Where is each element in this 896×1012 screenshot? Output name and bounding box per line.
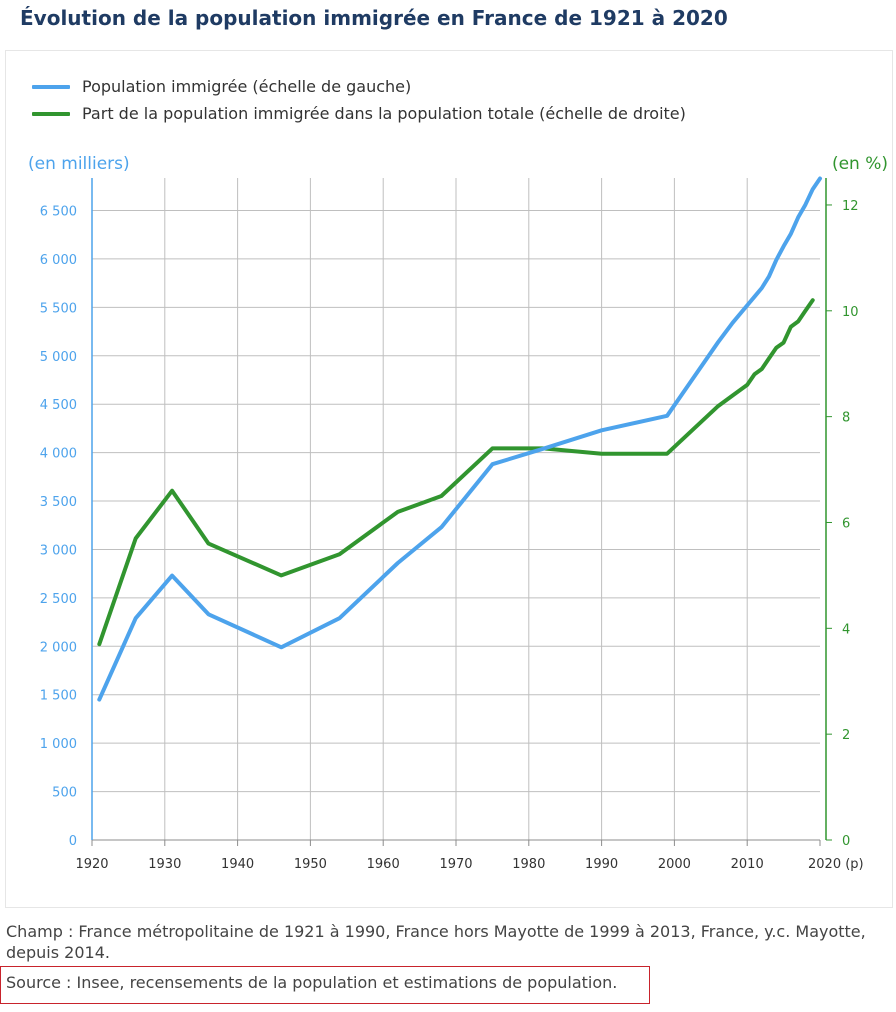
y-left-tick-label: 500 [52, 786, 77, 801]
chart-panel: Population immigrée (échelle de gauche) … [5, 50, 893, 908]
y-left-tick-label: 2 500 [40, 592, 77, 607]
series-line-share [97, 298, 815, 647]
x-tick-label: 1920 [75, 857, 108, 872]
legend-item-share[interactable]: Part de la population immigrée dans la p… [32, 104, 686, 123]
x-tick-label: 1940 [221, 857, 254, 872]
chart-title: Évolution de la population immigrée en F… [20, 6, 728, 30]
legend-item-immigrants[interactable]: Population immigrée (échelle de gauche) [32, 77, 411, 96]
y-right-tick-label: 6 [842, 516, 850, 531]
x-tick-label: 2010 [731, 857, 764, 872]
source-note: Source : Insee, recensements de la popul… [0, 966, 650, 1004]
x-tick-label: 1980 [512, 857, 545, 872]
legend-swatch-immigrants [32, 84, 70, 89]
y-right-tick-label: 8 [842, 411, 850, 426]
series-line-immigrants [97, 176, 822, 702]
y-right-axis-label: (en %) [832, 154, 888, 174]
y-right-tick-label: 10 [842, 305, 859, 320]
y-right-tick-label: 2 [842, 728, 850, 743]
y-left-tick-label: 1 500 [40, 689, 77, 704]
y-left-tick-label: 6 500 [40, 204, 77, 219]
x-tick-label: 2000 [658, 857, 691, 872]
legend-label-share: Part de la population immigrée dans la p… [82, 104, 686, 123]
y-right-tick-label: 4 [842, 622, 850, 637]
y-left-axis-label: (en milliers) [28, 154, 130, 174]
y-left-tick-label: 0 [69, 834, 77, 849]
y-right-tick-label: 0 [842, 834, 850, 849]
y-left-tick-label: 6 000 [40, 253, 77, 268]
x-tick-label: 2020 (p) [808, 857, 864, 872]
x-tick-label: 1990 [585, 857, 618, 872]
y-left-tick-label: 4 000 [40, 447, 77, 462]
y-left-tick-label: 4 500 [40, 398, 77, 413]
line-chart: 1920 1930 1940 1950 1960 1970 1980 1990 2000 2010… [28, 154, 888, 872]
x-tick-label: 1970 [439, 857, 472, 872]
x-tick-label: 1960 [367, 857, 400, 872]
scope-note: Champ : France métropolitaine de 1921 à … [6, 922, 866, 962]
y-right-tick-label: 12 [842, 199, 859, 214]
y-left-tick-label: 5 500 [40, 301, 77, 316]
legend-swatch-share [32, 111, 70, 116]
legend-label-immigrants: Population immigrée (échelle de gauche) [82, 77, 412, 96]
x-tick-label: 1930 [148, 857, 181, 872]
y-left-tick-label: 2 000 [40, 640, 77, 655]
y-left-tick-label: 5 000 [40, 350, 77, 365]
y-left-tick-label: 3 000 [40, 543, 77, 558]
x-tick-label: 1950 [294, 857, 327, 872]
y-left-tick-label: 3 500 [40, 495, 77, 510]
y-left-tick-label: 1 000 [40, 737, 77, 752]
